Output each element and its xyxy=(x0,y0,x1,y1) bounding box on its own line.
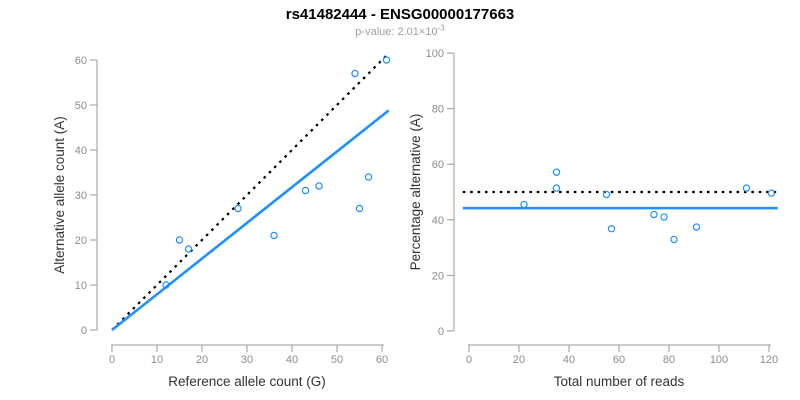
data-point xyxy=(355,204,364,213)
y-tick-label: 50 xyxy=(75,100,87,112)
y-tick-label: 30 xyxy=(75,190,87,202)
x-tick-label: 30 xyxy=(241,354,253,366)
data-point xyxy=(364,173,373,181)
x-tick-label: 120 xyxy=(760,354,778,366)
y-tick-label: 80 xyxy=(432,104,444,116)
x-tick-label: 40 xyxy=(286,354,298,366)
data-point xyxy=(270,231,278,240)
figure-subtitle: p-value: 2.01×10-3 xyxy=(0,23,800,38)
figure-title: rs41482444 - ENSG00000177663 xyxy=(285,6,515,23)
x-tick-label: 60 xyxy=(613,354,625,366)
y-axis-title: Alternative allele count (A) xyxy=(52,116,67,274)
y-tick-label: 40 xyxy=(75,145,87,157)
data-point xyxy=(742,184,751,192)
data-point xyxy=(552,168,561,176)
fit-line xyxy=(111,109,390,332)
data-point xyxy=(660,213,668,221)
x-tick-label: 40 xyxy=(563,354,575,366)
x-tick-label: 10 xyxy=(151,354,163,366)
x-tick-label: 100 xyxy=(710,354,728,366)
y-axis-title: Percentage alternative (A) xyxy=(408,114,423,271)
x-tick-label: 20 xyxy=(513,354,525,366)
data-point xyxy=(351,69,359,78)
y-tick-label: 0 xyxy=(81,325,87,337)
y-tick-label: 10 xyxy=(75,280,87,292)
x-axis-title: Total number of reads xyxy=(554,374,685,389)
data-point xyxy=(382,56,391,64)
data-point xyxy=(234,204,242,213)
x-axis-title: Reference allele count (G) xyxy=(168,374,326,389)
allele-count-scatter-plot: 0 10 20 30 40 50 60 0 10 20 30 40 50 60 Reference alle… xyxy=(52,54,391,389)
data-point xyxy=(315,182,323,190)
data-point xyxy=(162,281,170,289)
percentage-reads-scatter-plot: 0 20 40 60 80 100 0 20 40 60 80 100 120 Total number … xyxy=(408,48,778,389)
y-tick-label: 0 xyxy=(438,326,444,338)
data-point xyxy=(552,184,561,192)
y-tick-label: 20 xyxy=(432,270,444,282)
y-tick-label: 60 xyxy=(75,55,87,67)
y-tick-label: 100 xyxy=(426,48,444,60)
y-tick-label: 20 xyxy=(75,235,87,247)
x-tick-label: 60 xyxy=(376,354,388,366)
y-tick-label: 60 xyxy=(432,159,444,171)
data-point xyxy=(184,245,193,253)
y-tick-label: 40 xyxy=(432,215,444,227)
data-point xyxy=(602,190,611,199)
x-tick-label: 0 xyxy=(466,354,472,366)
x-tick-label: 20 xyxy=(196,354,208,366)
p-value-text: p-value: 2.01×10 xyxy=(355,26,438,38)
data-point xyxy=(301,186,310,195)
data-point xyxy=(520,200,528,209)
p-value-exponent: -3 xyxy=(437,23,445,33)
data-point xyxy=(650,210,658,219)
identity-line xyxy=(111,54,388,331)
data-point xyxy=(692,223,701,231)
data-point xyxy=(607,224,616,233)
data-point xyxy=(670,235,678,244)
x-tick-label: 50 xyxy=(331,354,343,366)
x-tick-label: 0 xyxy=(109,354,115,366)
x-tick-label: 80 xyxy=(663,354,675,366)
data-point xyxy=(767,189,776,197)
data-point xyxy=(175,236,184,244)
